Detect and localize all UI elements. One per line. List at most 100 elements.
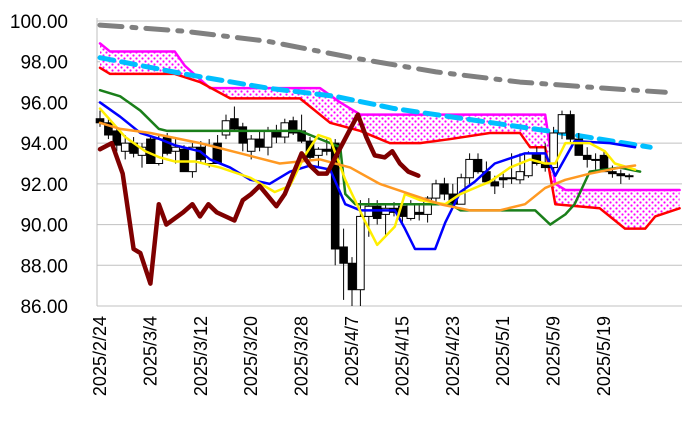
candle — [146, 135, 155, 164]
candle-body — [314, 148, 323, 156]
candle — [221, 114, 231, 140]
candle-body — [406, 203, 416, 219]
ma-dashed-line — [97, 55, 653, 150]
x-tick-label: 2025/4/7 — [342, 316, 362, 386]
candle — [104, 118, 113, 140]
x-tick-label: 2025/3/4 — [140, 316, 160, 386]
candle-body — [120, 142, 130, 152]
candle-body — [339, 246, 348, 264]
y-tick-label: 88.00 — [20, 256, 68, 277]
candle — [582, 147, 592, 168]
y-tick-label: 90.00 — [20, 216, 68, 237]
candle — [431, 179, 441, 205]
candle — [591, 153, 600, 170]
x-tick-label: 2025/4/15 — [392, 316, 412, 396]
x-axis-labels: 2025/2/24 2025/3/4 2025/3/12 2025/3/20 2025/… — [90, 316, 614, 396]
y-tick-label: 98.00 — [20, 53, 68, 74]
candle-body — [566, 114, 575, 140]
x-tick-label: 2025/5/19 — [594, 316, 614, 396]
candle-body — [221, 120, 231, 136]
candle-body — [255, 138, 264, 148]
chikou-line — [97, 112, 421, 286]
candle — [473, 153, 483, 174]
candle — [112, 126, 122, 152]
x-tick-label: 2025/3/28 — [292, 316, 312, 396]
y-tick-label: 96.00 — [20, 93, 68, 114]
candle-body — [162, 136, 172, 154]
candle-body — [372, 205, 382, 219]
candle-body — [347, 262, 357, 291]
candle-body — [431, 183, 441, 199]
y-tick-label: 86.00 — [20, 297, 68, 318]
candle — [238, 122, 248, 152]
candle-body — [104, 122, 113, 136]
candle — [440, 177, 449, 201]
candle-body — [288, 120, 298, 134]
orange-line-line — [98, 121, 637, 212]
candle-body — [440, 183, 449, 195]
candle-body — [246, 138, 256, 152]
candle-body — [616, 173, 626, 177]
candle-body — [230, 118, 239, 130]
y-axis-labels: 86.00 88.00 90.00 92.00 94.00 96.00 98.00 100.0… — [10, 12, 68, 318]
candle — [171, 139, 180, 164]
candle — [120, 135, 130, 160]
long-ma-line — [97, 22, 668, 95]
candle-body — [515, 171, 525, 181]
candle — [356, 200, 365, 306]
candle-body — [423, 197, 432, 215]
candle — [515, 153, 525, 184]
x-tick-label: 2025/5/1 — [493, 316, 513, 386]
indicator-lines — [97, 88, 642, 286]
cloud-span-b-line — [98, 66, 681, 230]
candle — [255, 130, 264, 152]
candle — [465, 153, 474, 184]
candle — [288, 116, 298, 135]
candle-body — [498, 177, 508, 181]
candle-body — [414, 211, 424, 215]
x-tick-label: 2025/3/12 — [191, 316, 211, 396]
candle — [624, 173, 634, 180]
moving-average-lines — [97, 22, 668, 150]
y-tick-label: 92.00 — [20, 175, 68, 196]
candle-body — [171, 146, 180, 152]
candle-body — [582, 154, 592, 160]
candle — [616, 169, 626, 184]
kijun-line — [98, 88, 642, 226]
candle — [347, 257, 357, 306]
candle — [498, 173, 508, 188]
y-tick-label: 94.00 — [20, 134, 68, 155]
candle-body — [112, 130, 122, 146]
candle — [557, 110, 567, 140]
x-tick-label: 2025/4/23 — [443, 316, 463, 396]
candle — [414, 204, 424, 221]
candle — [314, 147, 323, 168]
candle — [297, 114, 306, 144]
candle-body — [524, 152, 533, 177]
candle — [272, 124, 281, 144]
candle-body — [330, 142, 340, 250]
candle — [566, 110, 575, 144]
candle-body — [608, 171, 617, 175]
candle-body — [188, 146, 197, 173]
x-tick-label: 2025/3/20 — [241, 316, 261, 396]
candle-body — [238, 126, 248, 144]
candle-body — [356, 215, 365, 291]
candle-body — [263, 130, 273, 148]
cloud-fill — [100, 43, 680, 229]
candle-body — [507, 177, 516, 180]
x-tick-label: 2025/2/24 — [90, 316, 110, 396]
candle-body — [154, 138, 164, 164]
x-tick-label: 2025/5/9 — [544, 316, 564, 386]
candle-body — [322, 148, 332, 152]
candle-body — [557, 114, 567, 134]
candle — [230, 106, 239, 131]
yellow-line-line — [98, 107, 637, 247]
candle — [524, 151, 533, 178]
candle-body — [624, 175, 634, 178]
candle-body — [591, 158, 600, 161]
candle-body — [549, 132, 558, 169]
candle-body — [490, 181, 500, 187]
